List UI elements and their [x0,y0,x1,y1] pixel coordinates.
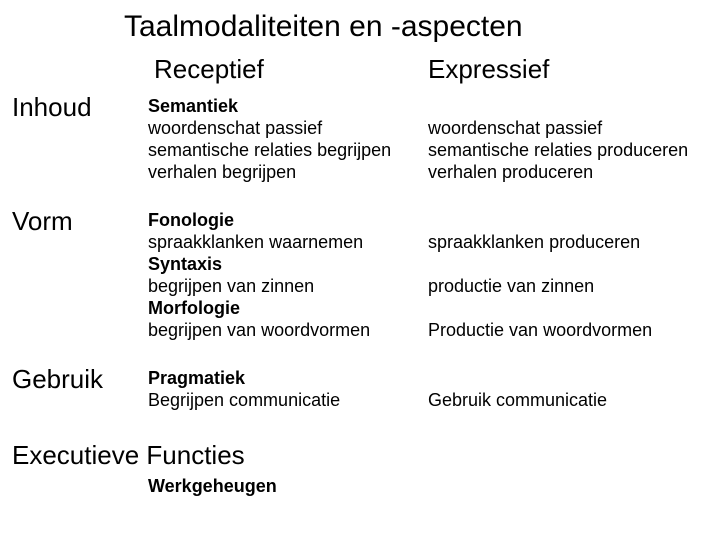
subhead-werkgeheugen: Werkgeheugen [148,476,277,497]
main-title: Taalmodaliteiten en -aspecten [124,10,523,44]
section-title-executieve-functies: Executieve Functies [12,440,245,471]
cell-text: spraakklanken waarnemen [148,232,363,253]
subhead-semantiek: Semantiek [148,96,238,117]
subhead-fonologie: Fonologie [148,210,234,231]
cell-text: productie van zinnen [428,276,594,297]
subhead-syntaxis: Syntaxis [148,254,222,275]
cell-text: Gebruik communicatie [428,390,607,411]
cell-text: verhalen begrijpen [148,162,296,183]
row-label-vorm: Vorm [12,206,73,237]
row-label-gebruik: Gebruik [12,364,103,395]
cell-text: begrijpen van woordvormen [148,320,370,341]
slide: Taalmodaliteiten en -aspecten Receptief … [0,0,720,540]
cell-text: spraakklanken produceren [428,232,640,253]
cell-text: semantische relaties begrijpen [148,140,391,161]
cell-text: Productie van woordvormen [428,320,652,341]
cell-text: Begrijpen communicatie [148,390,340,411]
subhead-pragmatiek: Pragmatiek [148,368,245,389]
cell-text: woordenschat passief [148,118,322,139]
cell-text: semantische relaties produceren [428,140,688,161]
col-header-receptief: Receptief [154,54,264,85]
cell-text: verhalen produceren [428,162,593,183]
cell-text: woordenschat passief [428,118,602,139]
subhead-morfologie: Morfologie [148,298,240,319]
col-header-expressief: Expressief [428,54,549,85]
row-label-inhoud: Inhoud [12,92,92,123]
cell-text: begrijpen van zinnen [148,276,314,297]
